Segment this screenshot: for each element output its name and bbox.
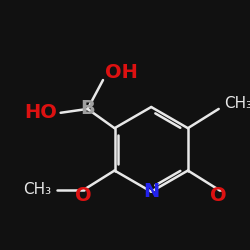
Text: B: B (80, 100, 95, 118)
Text: N: N (143, 182, 159, 201)
Text: O: O (76, 186, 92, 205)
Text: HO: HO (24, 103, 57, 122)
Text: OH: OH (105, 63, 138, 82)
Text: CH₃: CH₃ (224, 96, 250, 111)
Text: CH₃: CH₃ (23, 182, 51, 197)
Text: O: O (210, 186, 227, 205)
